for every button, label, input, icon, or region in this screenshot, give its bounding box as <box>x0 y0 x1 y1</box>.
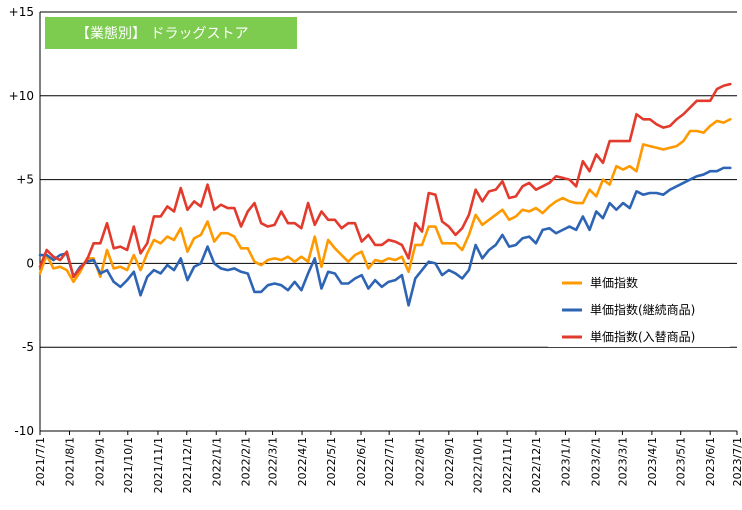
x-tick-label: 2021/12/1 <box>181 437 194 493</box>
legend-background <box>548 265 730 347</box>
x-tick-label: 2023/3/1 <box>616 437 629 486</box>
series-line-2 <box>38 166 732 307</box>
x-tick-label: 2022/6/1 <box>355 437 368 486</box>
x-tick-label: 2023/2/1 <box>590 437 603 486</box>
x-tick-label: 2023/4/1 <box>646 437 659 486</box>
chart-title: 【業態別】 ドラッグストア <box>76 26 248 42</box>
x-tick-label: 2022/1/1 <box>210 437 223 486</box>
x-tick-label: 2023/6/1 <box>704 437 717 486</box>
x-tick-label: 2022/8/1 <box>413 437 426 486</box>
series-lines <box>38 82 732 307</box>
y-tick-label: +5 <box>16 173 34 187</box>
x-tick-label: 2023/1/1 <box>559 437 572 486</box>
x-tick-label: 2021/9/1 <box>94 437 107 486</box>
series-line-3 <box>38 82 732 279</box>
y-tick-label: -5 <box>22 340 34 354</box>
x-tick-labels: 2021/7/1 2021/8/1 2021/9/1 2021/10/1 2021/11… <box>34 431 742 493</box>
x-tick-label: 2022/2/1 <box>240 437 253 486</box>
x-tick-label: 2022/12/1 <box>530 437 543 493</box>
x-tick-label: 2021/8/1 <box>63 437 76 486</box>
x-tick-label: 2021/10/1 <box>122 437 135 493</box>
x-tick-label: 2021/7/1 <box>34 437 47 486</box>
chart-title-box: 【業態別】 ドラッグストア <box>45 17 297 49</box>
legend-label-2: 単価指数(継続商品) <box>590 302 695 317</box>
y-tick-label: -10 <box>14 424 34 438</box>
x-tick-label: 2022/7/1 <box>383 437 396 486</box>
x-tick-label: 2023/5/1 <box>675 437 688 486</box>
x-tick-label: 2022/11/1 <box>501 437 514 493</box>
legend-label-1: 単価指数 <box>590 275 638 290</box>
y-tick-label: +10 <box>9 89 34 103</box>
x-tick-label: 2022/3/1 <box>267 437 280 486</box>
y-tick-label: 0 <box>26 256 34 270</box>
legend-label-3: 単価指数(入替商品) <box>590 329 695 344</box>
chart-title-background <box>45 17 297 49</box>
x-tick-label: 2021/11/1 <box>152 437 165 493</box>
y-tick-label: +15 <box>9 5 34 19</box>
y-tick-labels: +15 +10 +5 0 -5 -10 <box>9 5 34 438</box>
x-tick-label: 2022/5/1 <box>325 437 338 486</box>
x-tick-label: 2022/9/1 <box>443 437 456 486</box>
x-tick-label: 2022/4/1 <box>296 437 309 486</box>
x-tick-label: 2022/10/1 <box>472 437 485 493</box>
grid-lines <box>40 11 737 432</box>
series-line-1 <box>38 117 732 284</box>
x-tick-label: 2023/7/1 <box>731 437 742 486</box>
